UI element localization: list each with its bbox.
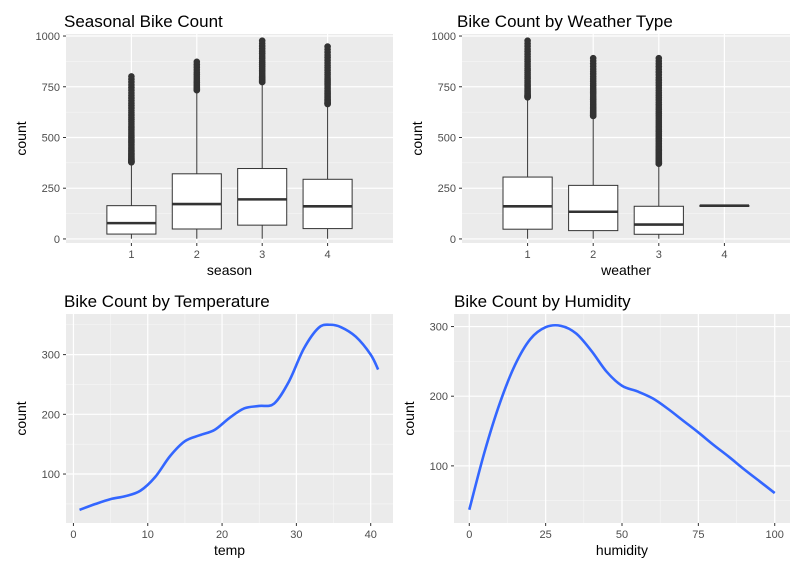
iqr-box [633, 205, 684, 235]
x-tick-label: 1 [525, 249, 531, 261]
x-tick-label: 75 [692, 529, 704, 541]
box-1 [502, 37, 553, 239]
y-tick-label: 200 [42, 409, 60, 421]
y-tick-label: 250 [42, 183, 60, 195]
y-axis-title: count [13, 121, 29, 155]
x-tick-label: 25 [540, 529, 552, 541]
y-tick-label: 300 [430, 322, 448, 334]
x-tick-label: 0 [466, 529, 472, 541]
box-1 [106, 73, 157, 239]
y-tick-label: 500 [438, 132, 456, 144]
x-axis-title: temp [214, 542, 245, 558]
chart-4: 100 200 300 0 25 50 75 100 Bike Count by Humidit… [401, 292, 790, 558]
x-tick-label: 10 [142, 529, 154, 541]
y-tick-label: 100 [430, 461, 448, 473]
iqr-box [568, 184, 619, 232]
x-tick-label: 20 [216, 529, 228, 541]
box-4 [302, 43, 353, 239]
x-tick-label: 30 [290, 529, 302, 541]
outlier-point [258, 37, 266, 44]
y-tick-label: 0 [450, 234, 456, 246]
chart-title: Bike Count by Humidity [454, 292, 631, 311]
x-axis-title: season [207, 262, 252, 278]
outlier-point [655, 54, 663, 62]
y-tick-label: 300 [42, 350, 60, 362]
x-tick-label: 4 [325, 249, 331, 261]
y-axis-title: count [409, 121, 425, 155]
iqr-box [237, 168, 288, 226]
x-tick-label: 40 [365, 529, 377, 541]
chart-3: 100 200 300 0 10 20 30 40 Bike Count by Temperat… [13, 292, 393, 558]
chart-2: 0 250 500 750 1000 1 2 3 4 Bike Count by Weather … [409, 12, 790, 278]
y-tick-label: 1000 [36, 31, 60, 43]
box-2 [568, 54, 619, 239]
y-tick-label: 750 [42, 82, 60, 94]
x-tick-label: 4 [721, 249, 727, 261]
smooth-line [79, 323, 380, 512]
x-tick-label: 0 [70, 529, 76, 541]
outlier-point [589, 54, 597, 62]
outlier-point [324, 43, 331, 50]
iqr-box [302, 178, 353, 230]
iqr-box [502, 176, 553, 230]
y-tick-label: 100 [42, 469, 60, 481]
chart-title: Seasonal Bike Count [64, 12, 223, 31]
x-tick-label: 1 [128, 249, 134, 261]
y-tick-label: 500 [42, 132, 60, 144]
box-3 [633, 54, 684, 239]
outlier-point [524, 37, 531, 44]
x-tick-label: 50 [616, 529, 628, 541]
y-tick-label: 0 [54, 234, 60, 246]
box-4 [699, 204, 750, 207]
y-tick-label: 200 [430, 391, 448, 403]
y-axis-title: count [13, 401, 29, 435]
y-tick-label: 250 [438, 183, 456, 195]
outlier-point [193, 58, 201, 66]
x-tick-label: 2 [194, 249, 200, 261]
x-tick-label: 2 [590, 249, 596, 261]
iqr-box [171, 173, 222, 230]
chart-1: 0 250 500 750 1000 1 2 3 4 Seasonal Bike Count sea… [13, 12, 393, 278]
y-tick-label: 750 [438, 82, 456, 94]
y-axis-title: count [401, 401, 417, 435]
x-tick-label: 100 [766, 529, 784, 541]
smooth-line [468, 323, 776, 511]
x-axis-title: weather [600, 262, 651, 278]
x-axis-title: humidity [596, 542, 648, 558]
chart-title: Bike Count by Weather Type [457, 12, 673, 31]
y-tick-label: 1000 [432, 31, 456, 43]
box-2 [171, 58, 222, 239]
box-3 [237, 37, 288, 239]
x-tick-label: 3 [259, 249, 265, 261]
outlier-point [128, 73, 135, 80]
chart-title: Bike Count by Temperature [64, 292, 270, 311]
iqr-box [106, 205, 157, 235]
x-tick-label: 3 [656, 249, 662, 261]
